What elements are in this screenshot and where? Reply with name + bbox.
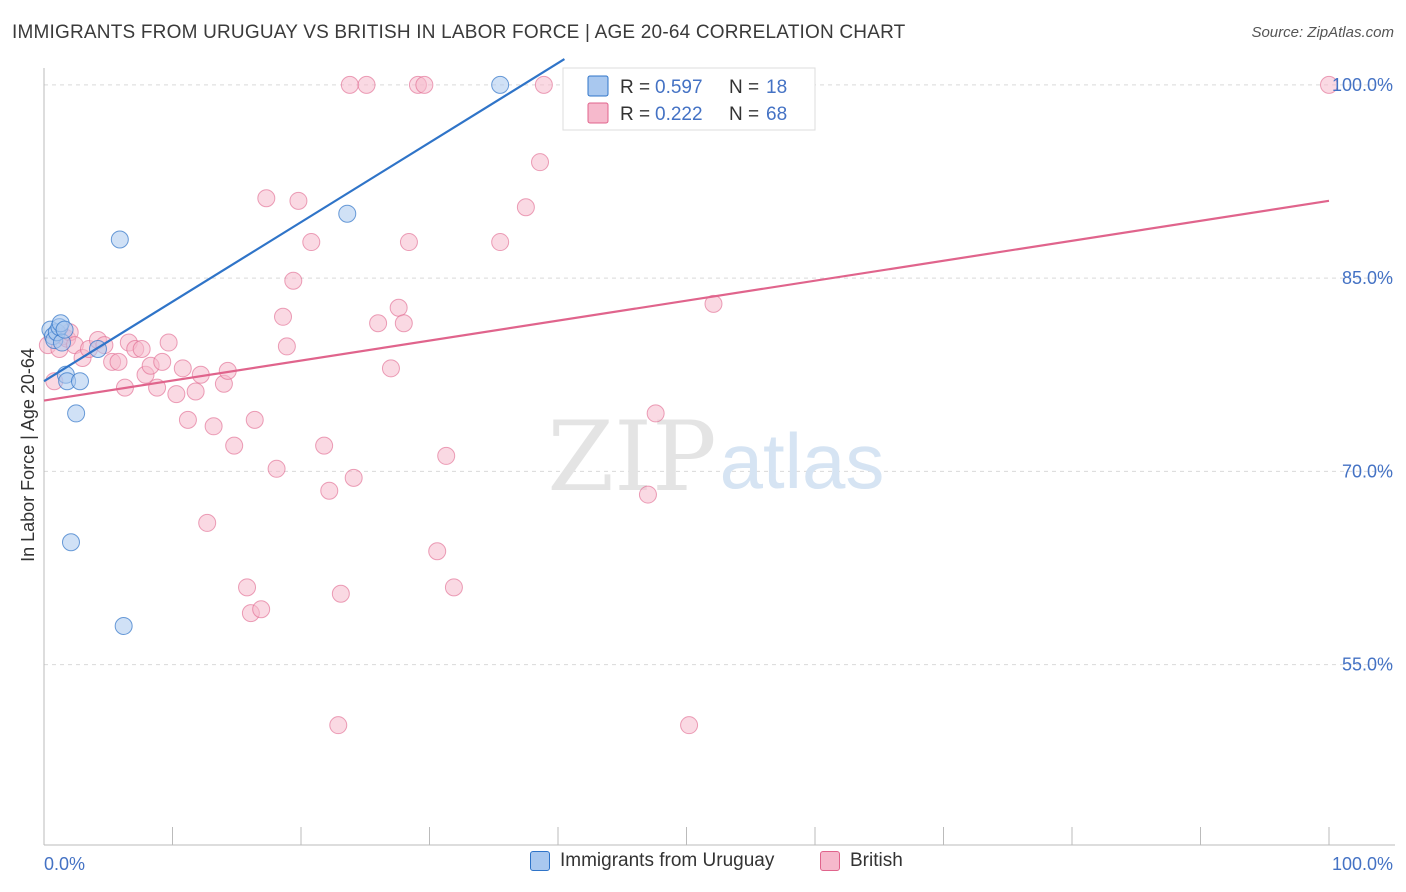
british-point <box>153 352 172 371</box>
uruguay-point <box>491 75 510 94</box>
uruguay-point <box>70 372 89 391</box>
stats-r-value-uruguay: 0.597 <box>655 77 703 98</box>
stats-n-label-british: N = <box>729 104 759 125</box>
chart-title: IMMIGRANTS FROM URUGUAY VS BRITISH IN LA… <box>12 22 906 43</box>
british-point <box>428 542 447 561</box>
uruguay-point <box>61 533 80 552</box>
british-point <box>1320 75 1338 94</box>
gridlines <box>44 84 1395 666</box>
british-point <box>357 75 376 94</box>
british-point <box>186 382 205 401</box>
legend-item-uruguay[interactable]: Immigrants from Uruguay <box>530 850 774 872</box>
british-point <box>173 359 192 378</box>
legend-label-british: British <box>850 850 903 871</box>
british-point <box>534 75 553 94</box>
british-point <box>178 410 197 429</box>
british-point <box>531 153 550 172</box>
x-tick-labels: 0.0% 100.0% <box>44 854 1393 874</box>
british-point <box>159 333 178 352</box>
uruguay-point <box>110 230 129 249</box>
british-point <box>369 314 388 333</box>
british-point <box>277 337 296 356</box>
british-point <box>638 485 657 504</box>
stats-swatch-british <box>587 102 609 124</box>
british-point <box>516 198 535 217</box>
british-point <box>491 233 510 252</box>
british-point <box>204 417 223 436</box>
british-point <box>289 191 308 210</box>
stats-n-value-british: 68 <box>766 104 787 125</box>
legend-label-uruguay: Immigrants from Uruguay <box>560 850 775 871</box>
british-point <box>680 716 699 735</box>
british-point <box>302 233 321 252</box>
uruguay-trend-line <box>43 58 566 383</box>
y-axis-label: In Labor Force | Age 20-64 <box>18 348 38 562</box>
british-point <box>320 481 339 500</box>
british-point <box>257 189 276 208</box>
british-point <box>389 298 408 317</box>
british-point <box>245 410 264 429</box>
british-trend-line <box>43 199 1330 402</box>
watermark: ZIP atlas <box>547 401 884 513</box>
british-point <box>394 314 413 333</box>
uruguay-point <box>338 204 357 223</box>
british-point <box>646 404 665 423</box>
y-tick-label: 100.0% <box>1332 75 1393 95</box>
axes <box>43 68 1395 846</box>
british-point <box>225 436 244 455</box>
british-point <box>109 352 128 371</box>
british-point <box>381 359 400 378</box>
bottom-legend: Immigrants from Uruguay British <box>0 850 1406 880</box>
stats-legend: R = 0.597 N = 18 R = 0.222 N = 68 <box>562 67 816 131</box>
stats-n-label-uruguay: N = <box>729 77 759 98</box>
british-point <box>340 75 359 94</box>
uruguay-point <box>67 404 86 423</box>
uruguay-point <box>114 616 133 635</box>
british-point <box>331 584 350 603</box>
british-point <box>238 578 257 597</box>
legend-item-british[interactable]: British <box>820 850 903 872</box>
british-point <box>284 271 303 290</box>
source-label: Source: ZipAtlas.com <box>1251 24 1394 41</box>
stats-n-value-uruguay: 18 <box>766 77 787 98</box>
british-point <box>399 233 418 252</box>
y-tick-label: 85.0% <box>1342 268 1393 288</box>
y-tick-labels: 55.0% 70.0% 85.0% 100.0% <box>1332 75 1393 675</box>
british-point <box>437 446 456 465</box>
stats-r-label-uruguay: R = <box>620 77 650 98</box>
stats-swatch-uruguay <box>587 75 609 97</box>
trend-lines <box>43 58 1330 402</box>
legend-swatch-british <box>820 851 840 871</box>
stats-r-label-british: R = <box>620 104 650 125</box>
stats-r-value-british: 0.222 <box>655 104 703 125</box>
british-point <box>329 716 348 735</box>
british-point <box>344 468 363 487</box>
legend-swatch-uruguay <box>530 851 550 871</box>
british-point <box>444 578 463 597</box>
uruguay-points <box>41 75 510 635</box>
british-point <box>274 307 293 326</box>
british-point <box>415 75 434 94</box>
x-tick-label: 0.0% <box>44 854 85 874</box>
y-tick-label: 55.0% <box>1342 655 1393 675</box>
british-point <box>167 385 186 404</box>
british-point <box>315 436 334 455</box>
british-point <box>267 459 286 478</box>
y-tick-label: 70.0% <box>1342 461 1393 481</box>
british-point <box>252 600 271 619</box>
uruguay-point <box>55 320 74 339</box>
british-point <box>198 513 217 532</box>
watermark-zip: ZIP <box>547 401 716 513</box>
british-point <box>132 339 151 358</box>
x-tick-label: 100.0% <box>1332 854 1393 874</box>
watermark-atlas: atlas <box>720 417 885 505</box>
